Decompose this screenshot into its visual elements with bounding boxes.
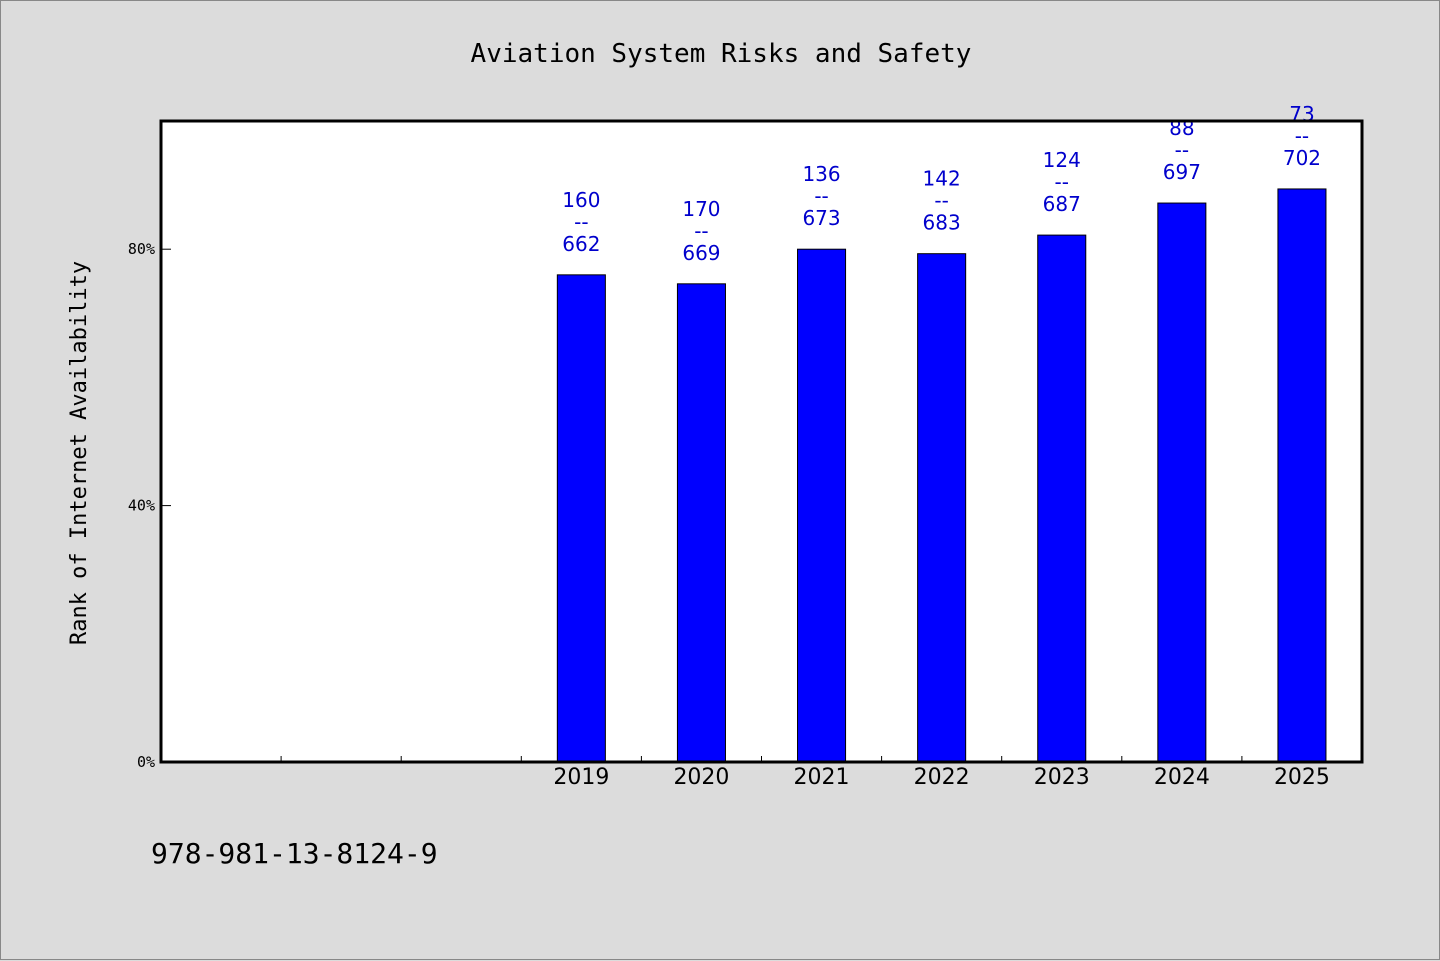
x-tick-label: 2025 <box>1274 765 1330 790</box>
y-tick-label: 40% <box>128 497 155 515</box>
bar-2019 <box>556 274 606 763</box>
data-label-separator: -- <box>574 210 588 234</box>
plot-frame <box>159 119 1364 764</box>
isbn-footnote: 978-981-13-8124-9 <box>151 837 438 870</box>
y-tick-label: 80% <box>128 240 155 258</box>
x-tick-label: 2023 <box>1034 765 1090 790</box>
data-label-bottom: 697 <box>1163 160 1201 184</box>
data-label-bottom: 702 <box>1283 146 1321 170</box>
data-label-top: 160 <box>562 188 600 212</box>
x-tick-label: 2024 <box>1154 765 1210 790</box>
x-tick-label: 2022 <box>914 765 970 790</box>
data-label-top: 136 <box>802 162 840 186</box>
data-label-separator: -- <box>1295 124 1309 148</box>
data-label-top: 124 <box>1043 148 1081 172</box>
data-label-bottom: 662 <box>562 232 600 256</box>
bar-2022 <box>917 253 967 763</box>
data-label-bottom: 687 <box>1043 192 1081 216</box>
data-label-separator: -- <box>814 184 828 208</box>
x-tick-label: 2019 <box>553 765 609 790</box>
data-label-top: 142 <box>923 167 961 191</box>
data-label-bottom: 669 <box>682 241 720 265</box>
bar-2020 <box>676 283 726 763</box>
y-tick-label: 0% <box>137 753 155 771</box>
bar-2025 <box>1277 188 1327 763</box>
bar-2021 <box>797 248 847 763</box>
data-label-bottom: 683 <box>923 211 961 235</box>
bar-2024 <box>1157 202 1207 763</box>
data-label-top: 170 <box>682 197 720 221</box>
data-label-separator: -- <box>1055 170 1069 194</box>
ticks-group: 0% 40% 80% 2019 2020 2021 2022 2023 2024 2025 <box>128 240 1330 790</box>
x-tick-label: 2021 <box>794 765 850 790</box>
data-label-separator: -- <box>934 189 948 213</box>
y-axis-label: Rank of Internet Availability <box>67 261 92 645</box>
data-label-separator: -- <box>694 219 708 243</box>
bar-2023 <box>1037 234 1087 763</box>
data-label-separator: -- <box>1175 138 1189 162</box>
chart-title: Aviation System Risks and Safety <box>471 39 972 69</box>
bars-group: 160--662170--669136--673142--683124--687… <box>556 102 1327 763</box>
data-label-bottom: 673 <box>802 206 840 230</box>
x-tick-label: 2020 <box>673 765 729 790</box>
